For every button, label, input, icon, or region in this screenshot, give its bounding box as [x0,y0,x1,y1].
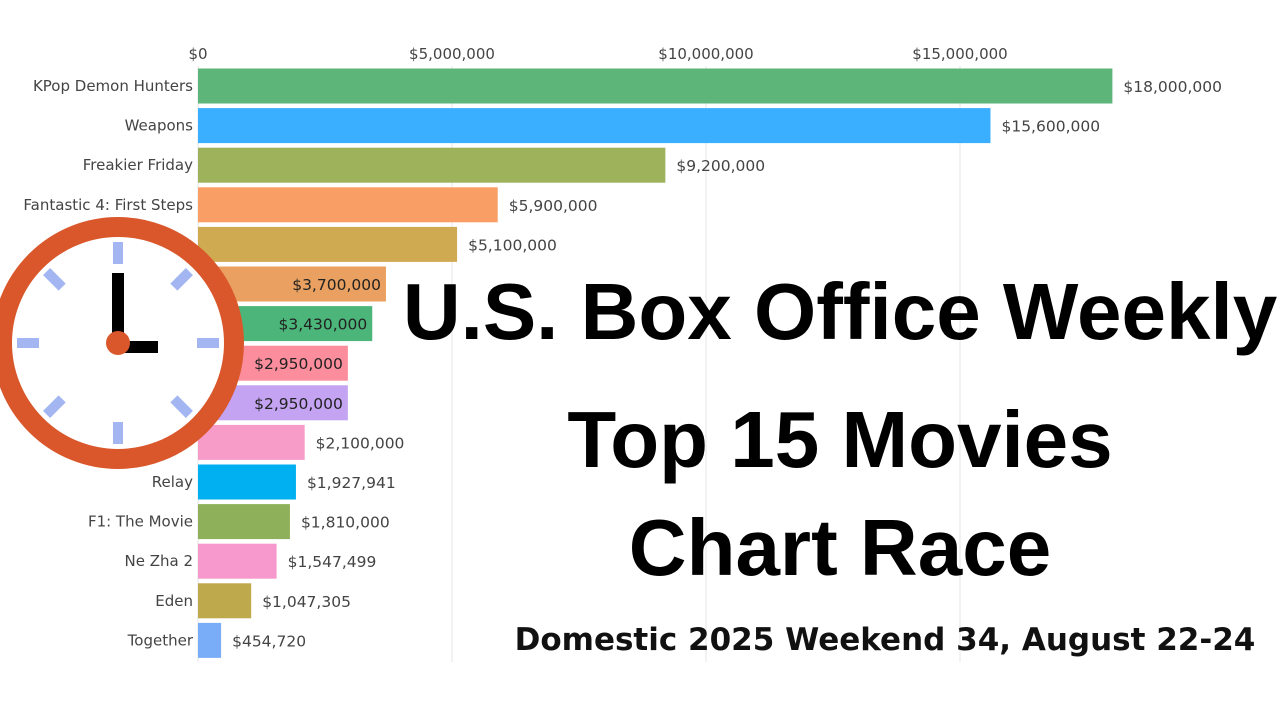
clock-hour-hand [112,273,124,347]
value-label: $15,600,000 [1001,118,1100,136]
title-line-2: Top 15 Movies [567,395,1113,484]
value-label: $5,900,000 [509,197,598,215]
clock-tick [43,395,66,418]
value-label: $2,100,000 [316,434,405,452]
bar [198,187,498,223]
x-tick-label: $10,000,000 [658,45,753,63]
value-label: $9,200,000 [676,157,765,175]
clock-tick [43,268,66,291]
value-label: $3,700,000 [292,276,381,294]
clock-icon [0,217,244,469]
bar [198,424,305,460]
value-label: $18,000,000 [1123,78,1222,96]
category-label: Freakier Friday [83,156,193,174]
value-label: $5,100,000 [468,236,557,254]
category-label: Fantastic 4: First Steps [23,196,193,214]
bar [198,147,666,183]
bar [198,68,1113,104]
bar [198,622,222,658]
title-line-3: Chart Race [628,503,1052,592]
category-label: Eden [155,592,193,610]
clock-tick [197,338,219,348]
clock-tick [113,422,123,444]
bar [198,464,296,500]
subtitle: Domestic 2025 Weekend 34, August 22-24 [514,622,1256,658]
value-label: $1,047,305 [262,593,351,611]
value-label: $2,950,000 [254,395,343,413]
x-tick-label: $5,000,000 [409,45,495,63]
x-tick-label: $15,000,000 [912,45,1007,63]
bar [198,108,991,144]
value-label: $1,810,000 [301,514,390,532]
bar [198,504,290,540]
bar [198,226,458,262]
category-label: Together [127,631,194,649]
clock-tick [113,242,123,264]
clock-tick [170,268,193,291]
clock-center [106,331,130,355]
category-label: F1: The Movie [88,513,193,531]
value-label: $454,720 [232,632,306,650]
bar [198,543,277,579]
category-label: Relay [152,473,193,491]
clock-tick [17,338,39,348]
value-label: $1,927,941 [307,474,396,492]
value-label: $2,950,000 [254,355,343,373]
category-label: KPop Demon Hunters [33,77,193,95]
category-label: Weapons [125,117,194,135]
x-tick-label: $0 [188,45,207,63]
title-line-1: U.S. Box Office Weekly [402,267,1278,356]
clock-tick [170,395,193,418]
bar [198,583,252,619]
category-label: Ne Zha 2 [124,552,193,570]
value-label: $1,547,499 [288,553,377,571]
value-label: $3,430,000 [278,316,367,334]
